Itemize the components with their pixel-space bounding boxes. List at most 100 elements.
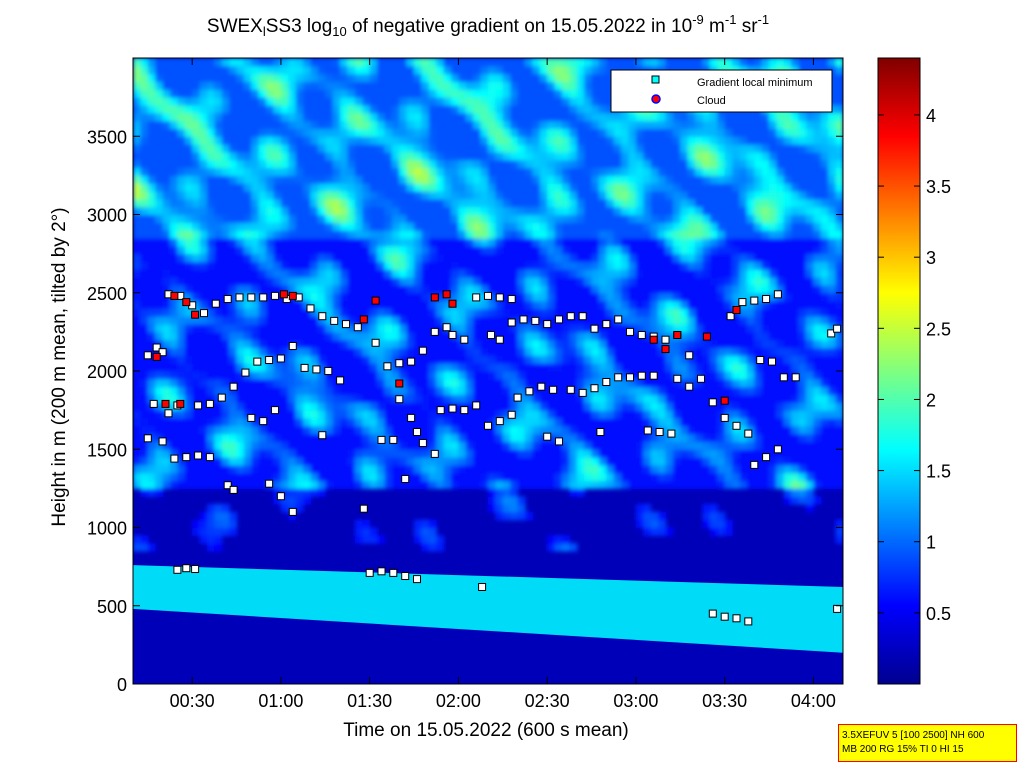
heatmap-cell bbox=[547, 402, 556, 411]
heatmap-cell bbox=[273, 480, 282, 489]
heatmap-cell bbox=[229, 198, 238, 208]
heatmap-cell bbox=[702, 511, 711, 521]
heatmap-cell bbox=[207, 222, 215, 231]
heatmap-cell bbox=[458, 292, 467, 302]
heatmap-cell bbox=[717, 159, 726, 169]
heatmap-cell bbox=[162, 175, 171, 184]
heatmap-cell bbox=[162, 449, 171, 458]
heatmap-cell bbox=[384, 292, 393, 302]
heatmap-cell bbox=[303, 402, 312, 411]
heatmap-cell bbox=[207, 159, 215, 169]
heatmap-cell bbox=[214, 316, 223, 325]
heatmap-cell bbox=[391, 417, 400, 427]
heatmap-cell bbox=[155, 58, 164, 67]
heatmap-cell bbox=[665, 339, 674, 349]
heatmap-cell bbox=[377, 159, 386, 169]
heatmap-cell bbox=[517, 457, 526, 466]
heatmap-cell bbox=[502, 120, 511, 129]
heatmap-cell bbox=[288, 433, 297, 442]
heatmap-cell bbox=[465, 433, 474, 442]
heatmap-cell bbox=[473, 363, 482, 372]
heatmap-cell bbox=[598, 245, 607, 255]
heatmap-cell bbox=[288, 277, 297, 286]
heatmap-cell bbox=[709, 191, 718, 200]
heatmap-cell bbox=[510, 269, 519, 278]
heatmap-cell bbox=[443, 151, 452, 161]
heatmap-cell bbox=[207, 378, 215, 388]
heatmap-cell bbox=[391, 386, 400, 396]
heatmap-cell bbox=[502, 58, 511, 67]
heatmap-cell bbox=[347, 238, 356, 247]
heatmap-cell bbox=[569, 128, 578, 137]
heatmap-cell bbox=[650, 292, 659, 302]
heatmap-cell bbox=[243, 151, 252, 161]
heatmap-cell bbox=[155, 159, 164, 169]
heatmap-cell bbox=[133, 104, 141, 114]
heatmap-cell bbox=[488, 97, 496, 106]
heatmap-cell bbox=[428, 308, 437, 317]
heatmap-cell bbox=[406, 371, 415, 380]
heatmap-cell bbox=[621, 261, 630, 270]
heatmap-cell bbox=[598, 151, 607, 161]
heatmap-cell bbox=[613, 363, 622, 372]
heatmap-cell bbox=[303, 449, 312, 458]
heatmap-cell bbox=[347, 144, 356, 153]
heatmap-cell bbox=[421, 363, 430, 372]
heatmap-cell bbox=[251, 394, 260, 403]
heatmap-cell bbox=[783, 331, 792, 341]
heatmap-cell bbox=[414, 394, 422, 403]
heatmap-cell bbox=[643, 519, 652, 529]
heatmap-cell bbox=[502, 292, 511, 302]
heatmap-cell bbox=[761, 120, 770, 129]
heatmap-cell bbox=[598, 284, 607, 294]
heatmap-cell bbox=[184, 159, 193, 169]
heatmap-cell bbox=[746, 128, 755, 137]
heatmap-cell bbox=[332, 183, 341, 192]
heatmap-cell bbox=[266, 128, 275, 137]
heatmap-cell bbox=[140, 277, 149, 286]
heatmap-cell bbox=[207, 89, 215, 98]
heatmap-cell bbox=[184, 245, 193, 255]
heatmap-cell bbox=[717, 261, 726, 270]
heatmap-cell bbox=[347, 175, 356, 184]
heatmap-cell bbox=[155, 425, 164, 435]
heatmap-cell bbox=[221, 355, 230, 364]
heatmap-cell bbox=[525, 58, 533, 67]
heatmap-cell bbox=[266, 175, 275, 184]
heatmap-cell bbox=[266, 89, 275, 98]
heatmap-cell bbox=[325, 347, 334, 356]
heatmap-cell bbox=[754, 159, 763, 169]
heatmap-cell bbox=[488, 89, 496, 98]
heatmap-cell bbox=[613, 128, 622, 137]
heatmap-cell bbox=[591, 410, 600, 419]
heatmap-cell bbox=[635, 410, 644, 419]
heatmap-cell bbox=[229, 284, 238, 294]
heatmap-cell bbox=[562, 167, 570, 176]
heatmap-cell bbox=[280, 277, 289, 286]
heatmap-cell bbox=[340, 410, 349, 419]
heatmap-cell bbox=[539, 104, 548, 114]
heatmap-cell bbox=[421, 159, 430, 169]
heatmap-cell bbox=[754, 112, 763, 122]
heatmap-cell bbox=[347, 136, 356, 145]
heatmap-cell bbox=[502, 73, 511, 82]
heatmap-cell bbox=[732, 284, 741, 294]
heatmap-cell bbox=[687, 261, 696, 270]
heatmap-cell bbox=[303, 339, 312, 349]
heatmap-cell bbox=[229, 245, 238, 255]
heatmap-cell bbox=[184, 410, 193, 419]
heatmap-cell bbox=[724, 464, 733, 474]
heatmap-cell bbox=[495, 410, 504, 419]
heatmap-cell bbox=[584, 441, 593, 450]
heatmap-cell bbox=[628, 363, 637, 372]
heatmap-cell bbox=[414, 191, 422, 200]
heatmap-cell bbox=[162, 159, 171, 169]
heatmap-cell bbox=[140, 183, 149, 192]
heatmap-cell bbox=[746, 277, 755, 286]
heatmap-cell bbox=[709, 425, 718, 435]
heatmap-cell bbox=[576, 371, 585, 380]
heatmap-cell bbox=[606, 214, 615, 223]
heatmap-cell bbox=[170, 128, 178, 137]
heatmap-cell bbox=[517, 198, 526, 208]
heatmap-cell bbox=[391, 159, 400, 169]
